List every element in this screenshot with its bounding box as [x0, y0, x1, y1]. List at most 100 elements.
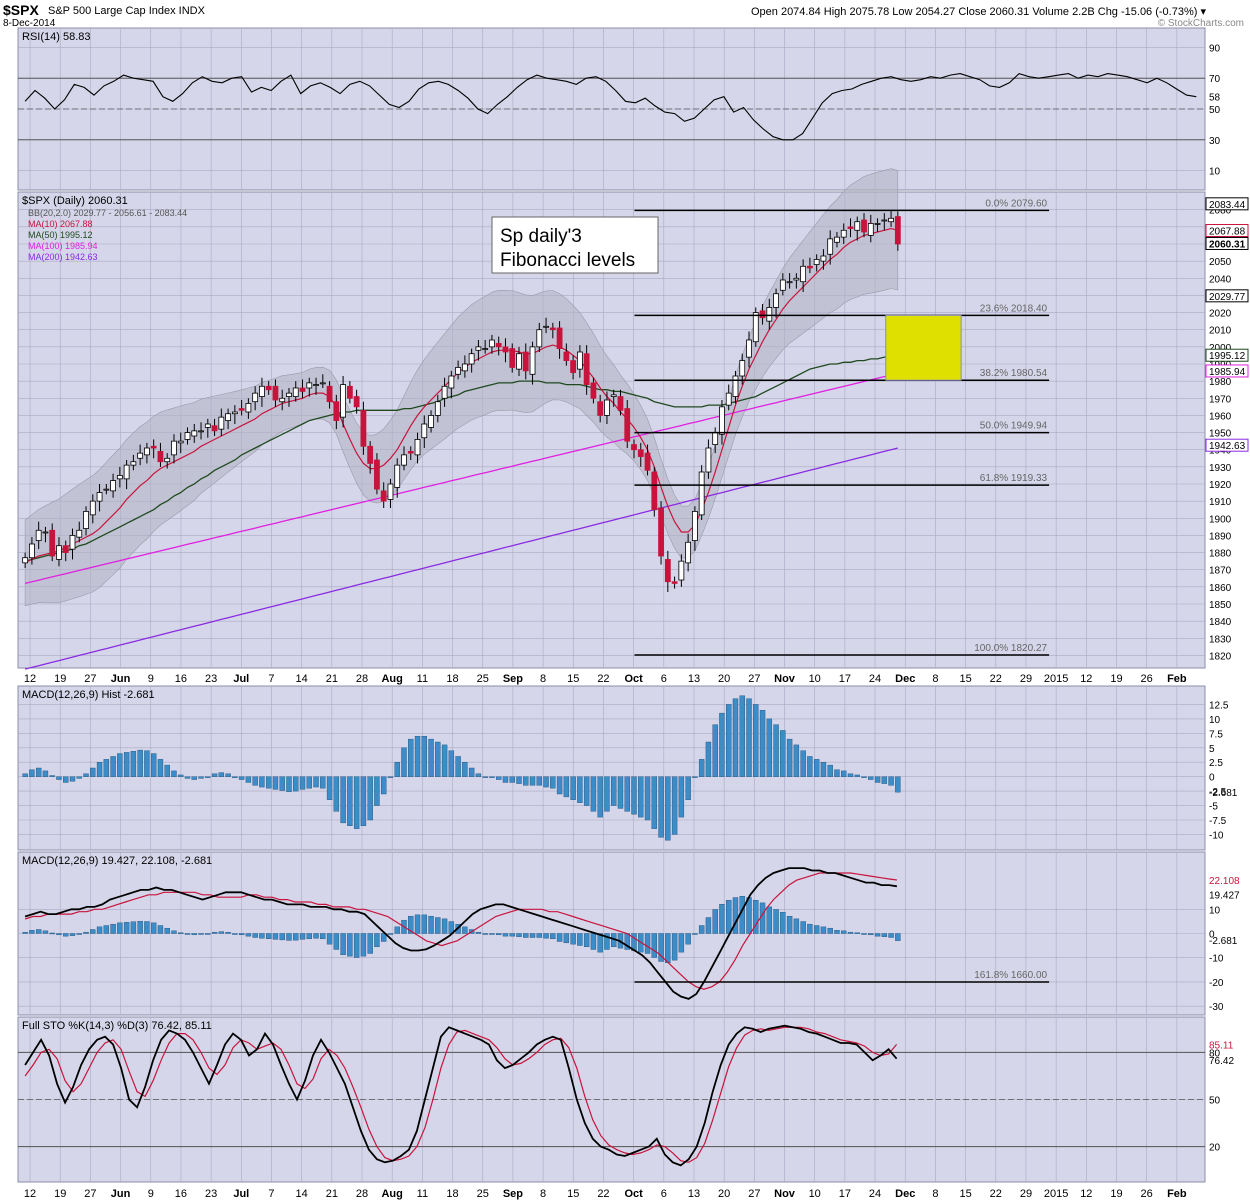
- macd-histogram-bar: [827, 764, 833, 777]
- ma50-line: [24, 354, 898, 562]
- candle-body: [610, 394, 617, 397]
- macd-panel-histogram-bar: [387, 933, 394, 935]
- candle-body: [867, 223, 874, 236]
- macd-panel-histogram-bar: [272, 933, 279, 940]
- macd-panel-histogram-bar: [157, 925, 164, 934]
- macd-panel-histogram-bar: [421, 914, 427, 934]
- x-tick-label: 19: [54, 1188, 66, 1200]
- macd-panel-histogram-bar: [556, 933, 563, 942]
- y-tick-label: 2020: [1209, 309, 1232, 320]
- x-tick-label: 12: [24, 1188, 36, 1200]
- candle-body: [827, 238, 834, 255]
- y-tick-label: 2050: [1209, 257, 1232, 268]
- x-tick-label: 25: [477, 673, 489, 685]
- x-tick-label: Nov: [774, 1188, 796, 1200]
- x-tick-label: 22: [990, 1188, 1002, 1200]
- macd-panel-histogram-bar: [83, 931, 89, 934]
- x-tick-label: 8: [540, 1188, 546, 1200]
- macd-panel-histogram-bar: [123, 922, 130, 934]
- macd-histogram-bar: [299, 776, 306, 790]
- candle-body: [204, 423, 211, 428]
- candle-body: [333, 401, 340, 421]
- macd-histogram-bar: [103, 759, 110, 777]
- candle-body: [746, 339, 752, 358]
- macd-histogram-bar: [272, 776, 279, 790]
- macd-panel-histogram-bar: [232, 933, 238, 935]
- candle-body: [502, 346, 509, 353]
- candle-body: [299, 387, 306, 392]
- macd-histogram-bar: [854, 774, 860, 777]
- x-tick-label: 10: [809, 673, 821, 685]
- macd-histogram-bar: [807, 756, 813, 777]
- macd-panel-histogram-bar: [218, 931, 225, 934]
- candle-body: [583, 353, 590, 385]
- macd-panel-histogram-bar: [888, 933, 894, 938]
- fibonacci-level-label: 0.0% 2079.60: [985, 198, 1047, 209]
- candle-body: [401, 454, 407, 466]
- y-tick-label: 1840: [1209, 617, 1232, 628]
- candle-body: [489, 339, 495, 348]
- macd-panel-histogram-bar: [780, 911, 786, 934]
- fibonacci-level-label: 38.2% 1980.54: [980, 368, 1048, 379]
- candle-body: [529, 346, 536, 375]
- macd-signal-last-value: 22.108: [1209, 876, 1240, 887]
- candle-body: [617, 396, 624, 411]
- candle-body: [35, 529, 42, 541]
- x-tick-label: 22: [990, 673, 1002, 685]
- price-legend-entry: MA(100) 1985.94: [28, 241, 98, 251]
- macd-histogram-bar: [137, 749, 143, 777]
- macd-histogram-bar: [631, 776, 637, 815]
- macd-panel-histogram-bar: [881, 933, 888, 937]
- macd-panel-histogram-bar: [536, 933, 542, 938]
- macd-histogram-bar: [63, 776, 69, 783]
- candle-body: [448, 375, 455, 389]
- candle-body: [570, 360, 577, 373]
- macd-histogram-bar: [590, 776, 597, 812]
- macd-histogram-bar: [56, 776, 62, 780]
- y-tick-label: 1880: [1209, 549, 1232, 560]
- y-tick-label: -5: [1209, 802, 1218, 813]
- macd-panel-histogram-bar: [320, 933, 326, 940]
- x-tick-label: 23: [205, 1188, 217, 1200]
- macd-histogram-bar: [888, 776, 894, 786]
- macd-panel-histogram-bar: [577, 933, 583, 946]
- candle-body: [123, 464, 130, 480]
- candle-body: [556, 327, 563, 349]
- candle-body: [509, 348, 516, 368]
- rsi-title: RSI(14) 58.83: [22, 31, 90, 43]
- macd-panel-histogram-bar: [144, 921, 150, 934]
- macd-histogram-bar: [265, 776, 272, 789]
- x-tick-label: 7: [268, 673, 274, 685]
- candle-body: [374, 459, 380, 490]
- macd-histogram-bar: [462, 762, 468, 777]
- x-tick-label: 12: [1080, 673, 1092, 685]
- candle-body: [631, 444, 637, 451]
- macd-histogram-bar: [35, 767, 42, 777]
- candle-body: [881, 219, 888, 222]
- x-tick-label: 26: [1141, 673, 1153, 685]
- macd-panel-histogram-bar: [76, 933, 82, 935]
- candle-body: [563, 351, 570, 361]
- candle-body: [685, 541, 692, 564]
- macd-histogram-bar: [441, 744, 448, 777]
- x-tick-label: Oct: [624, 1188, 643, 1200]
- candle-body: [252, 392, 259, 403]
- macd-histogram-bar: [367, 776, 373, 821]
- x-tick-label: 6: [661, 1188, 667, 1200]
- candle-body: [387, 483, 394, 500]
- y-tick-label: 1950: [1209, 429, 1232, 440]
- macd-histogram-bar: [874, 776, 881, 783]
- candle-body: [766, 307, 773, 322]
- macd-panel-histogram-bar: [759, 902, 766, 934]
- y-tick-label: 10: [1209, 905, 1221, 916]
- macd-panel-histogram-bar: [205, 933, 211, 935]
- sto-title: Full STO %K(14,3) %D(3) 76.42, 85.11: [22, 1020, 212, 1032]
- x-tick-label: 10: [809, 1188, 821, 1200]
- ma10-line: [24, 227, 898, 564]
- candle-body: [306, 382, 313, 389]
- x-tick-label: 29: [1020, 1188, 1032, 1200]
- macd-panel-histogram-bar: [847, 931, 854, 934]
- y-tick-label: 5: [1209, 744, 1215, 755]
- candle-body: [110, 480, 116, 492]
- x-tick-label: 15: [567, 1188, 579, 1200]
